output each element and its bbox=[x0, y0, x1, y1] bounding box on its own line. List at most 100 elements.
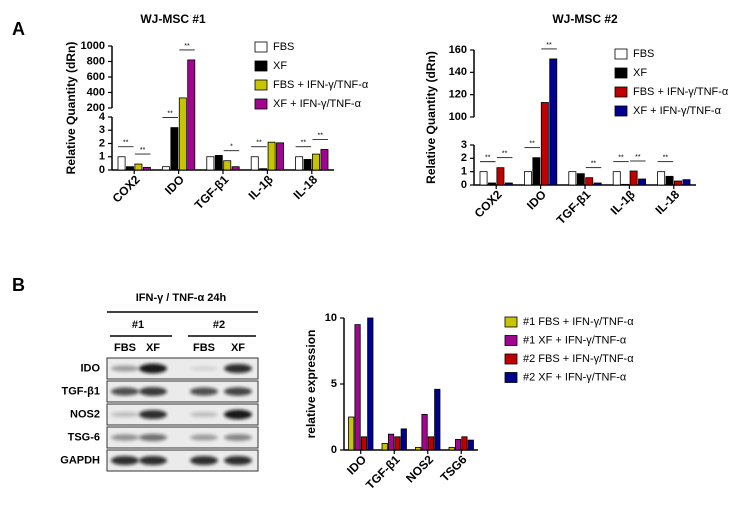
bar bbox=[354, 324, 361, 451]
blot-row-label: GAPDH bbox=[60, 454, 100, 466]
x-tick-label: IL-18 bbox=[290, 172, 320, 202]
y-axis-label: Relative Quantity (dRn) bbox=[64, 42, 78, 175]
bar bbox=[231, 166, 240, 171]
chart-title: WJ-MSC #1 bbox=[140, 12, 206, 26]
bar bbox=[187, 59, 196, 171]
significance-label: ** bbox=[123, 140, 129, 147]
bar bbox=[126, 166, 134, 171]
legend-label: FBS bbox=[633, 48, 654, 60]
legend-label: FBS + IFN-γ/TNF-α bbox=[273, 79, 369, 91]
blot-strip bbox=[106, 449, 259, 472]
bar bbox=[549, 58, 558, 186]
bar bbox=[267, 141, 276, 171]
y-tick-label: 2 bbox=[99, 137, 105, 149]
bar bbox=[576, 173, 585, 186]
blot-band bbox=[139, 363, 167, 374]
bar bbox=[134, 163, 143, 171]
x-tick-label: IDO bbox=[524, 187, 549, 212]
y-tick-label: 10 bbox=[325, 312, 337, 324]
legend-swatch bbox=[254, 79, 268, 91]
y-axis-label: Relative Quantity (dRn) bbox=[424, 51, 438, 184]
significance-label: ** bbox=[485, 155, 491, 162]
bar bbox=[142, 166, 151, 171]
legend-label: XF bbox=[633, 67, 647, 79]
panel-label: A bbox=[12, 19, 25, 39]
panel-label: B bbox=[12, 275, 25, 295]
bar bbox=[295, 156, 304, 171]
bar bbox=[117, 156, 126, 171]
blot-band bbox=[190, 411, 218, 418]
bar bbox=[585, 177, 594, 186]
legend-swatch bbox=[614, 48, 628, 60]
x-tick-label: IL-1β bbox=[246, 172, 276, 202]
x-tick-label: TGF-β1 bbox=[192, 172, 232, 212]
legend-swatch bbox=[254, 60, 268, 72]
significance-label: * bbox=[230, 144, 233, 151]
blot-band bbox=[111, 365, 139, 372]
bar bbox=[259, 168, 268, 171]
bar bbox=[170, 127, 179, 171]
bar bbox=[665, 175, 674, 186]
blot-band bbox=[111, 411, 139, 418]
bar bbox=[394, 436, 401, 451]
blot-band bbox=[190, 366, 218, 371]
chart-title: WJ-MSC #2 bbox=[552, 12, 618, 26]
y-tick-label: 1 bbox=[461, 166, 467, 178]
legend-label: XF bbox=[273, 60, 287, 72]
x-tick-label: COX2 bbox=[110, 172, 143, 205]
blot-band bbox=[190, 434, 218, 441]
x-tick-label: TGF-β1 bbox=[554, 187, 594, 227]
blot-row-label: IDO bbox=[80, 362, 100, 374]
bar bbox=[381, 442, 388, 451]
y-tick-label: 100 bbox=[449, 111, 467, 123]
legend-swatch bbox=[614, 86, 628, 98]
blot-band bbox=[139, 409, 167, 420]
blot-strip bbox=[106, 357, 259, 380]
y-axis-label: relative expression bbox=[304, 330, 318, 439]
significance-label: ** bbox=[635, 154, 641, 161]
x-tick-label: COX2 bbox=[472, 187, 505, 220]
legend-label: XF + IFN-γ/TNF-α bbox=[633, 105, 722, 117]
bar bbox=[427, 436, 435, 451]
x-tick-label: IL-1β bbox=[608, 187, 638, 217]
legend-swatch bbox=[504, 372, 518, 383]
legend-swatch bbox=[504, 335, 518, 346]
y-tick-label: 600 bbox=[87, 71, 105, 83]
bar bbox=[276, 142, 285, 171]
y-tick-label: 200 bbox=[87, 102, 105, 114]
significance-label: ** bbox=[529, 141, 535, 148]
lane-label: FBS bbox=[114, 342, 136, 354]
bar bbox=[540, 102, 549, 186]
significance-label: ** bbox=[663, 155, 669, 162]
lane-label: XF bbox=[231, 342, 245, 354]
legend-swatch bbox=[254, 41, 268, 53]
blot-band bbox=[139, 433, 167, 442]
bar bbox=[532, 157, 541, 186]
bar bbox=[461, 436, 468, 451]
legend-swatch bbox=[614, 105, 628, 117]
significance-label: ** bbox=[546, 42, 552, 49]
blot-donor: #1 bbox=[132, 319, 144, 331]
y-tick-label: 160 bbox=[449, 44, 467, 56]
bar bbox=[621, 183, 630, 186]
bar bbox=[320, 149, 329, 171]
significance-label: ** bbox=[618, 155, 624, 162]
y-tick-label: 400 bbox=[87, 86, 105, 98]
legend-swatch bbox=[504, 353, 518, 365]
bar bbox=[250, 156, 259, 171]
lane-label: XF bbox=[146, 342, 160, 354]
bar bbox=[161, 166, 170, 171]
y-tick-label: 120 bbox=[449, 89, 467, 101]
bar bbox=[178, 97, 187, 171]
legend-label: FBS bbox=[273, 41, 294, 53]
bar bbox=[360, 436, 368, 451]
legend-swatch bbox=[254, 98, 268, 110]
blot-band bbox=[139, 387, 167, 396]
bar bbox=[206, 156, 215, 171]
x-tick-label: IDO bbox=[344, 452, 369, 477]
bar bbox=[593, 182, 602, 186]
blot-band bbox=[224, 455, 252, 466]
blot-row-label: TGF-β1 bbox=[62, 385, 101, 397]
bar bbox=[223, 160, 232, 171]
